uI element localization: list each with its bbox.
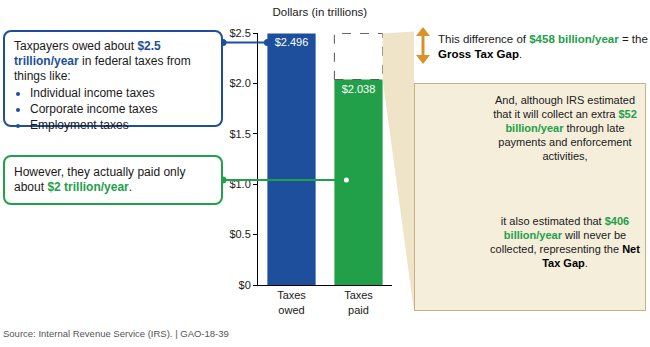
svg-text:$1.0: $1.0 (229, 178, 250, 190)
html-text:Employment taxes: Employment taxes (30, 118, 129, 132)
svg-text:$2.496: $2.496 (275, 36, 309, 48)
svg-text:Taxespaid: Taxespaid (344, 289, 373, 315)
html-text:This difference of $458 billio: This difference of $458 billion/year = t… (438, 33, 648, 45)
svg-text:$0: $0 (239, 279, 251, 291)
html-text:Taxpayers owed about $2.5 tril: Taxpayers owed about $2.5 trillion/year … (14, 39, 191, 83)
html-text:And, although IRS estimated th: And, although IRS estimated that it will… (493, 94, 637, 162)
svg-text:$2.038: $2.038 (342, 83, 376, 95)
html-text:Individual income taxes: Individual income taxes (30, 86, 155, 100)
html-text:However, they actually paid on: However, they actually paid only about $… (14, 165, 186, 194)
html-text:Gross Tax Gap.: Gross Tax Gap. (438, 48, 523, 60)
svg-text:$2.0: $2.0 (229, 77, 250, 89)
html-text:it also estimated that $406 bi: it also estimated that $406 billion/year… (490, 215, 640, 269)
svg-text:$1.5: $1.5 (229, 128, 250, 140)
html-text:Source: Internal Revenue Servi: Source: Internal Revenue Service (IRS). … (3, 328, 229, 339)
svg-text:Dollars (in trillions): Dollars (in trillions) (273, 6, 368, 18)
svg-text:$2.5: $2.5 (229, 27, 250, 39)
svg-text:$0.5: $0.5 (229, 228, 250, 240)
svg-text:Taxesowed: Taxesowed (277, 289, 306, 315)
html-text:Corporate income taxes: Corporate income taxes (30, 102, 158, 116)
